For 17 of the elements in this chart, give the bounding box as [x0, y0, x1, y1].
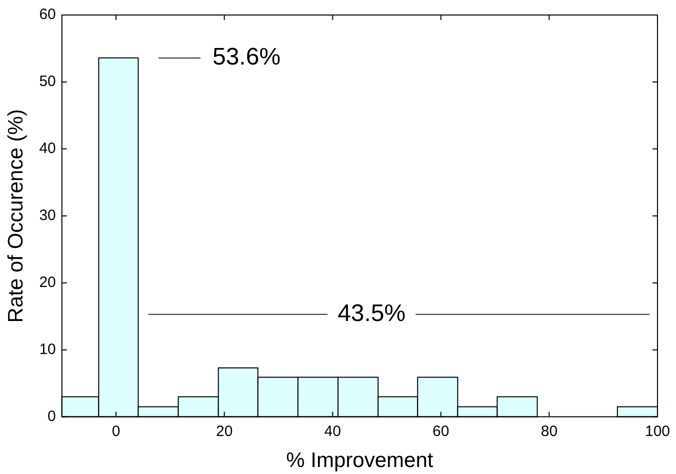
y-tick-label: 10 — [39, 340, 56, 358]
y-tick-label: 50 — [39, 73, 56, 90]
y-axis-title: Rate of Occurence (%) — [4, 109, 28, 323]
y-tick-label: 0 — [48, 408, 56, 425]
y-tick-label: 60 — [39, 6, 56, 24]
annotation: 43.5% — [338, 300, 406, 327]
x-tick-label: 100 — [644, 422, 670, 440]
x-tick-label: 0 — [112, 422, 120, 440]
y-tick-label: 40 — [39, 140, 56, 158]
x-tick-label: 20 — [216, 422, 233, 440]
x-axis-title: % Improvement — [286, 449, 434, 472]
x-tick-label: 80 — [540, 422, 558, 440]
y-tick-label: 20 — [39, 274, 56, 292]
y-tick-label: 30 — [39, 207, 56, 224]
x-tick-label: 60 — [432, 422, 450, 440]
x-tick-label: 40 — [324, 422, 341, 440]
annotation: 53.6% — [212, 44, 281, 71]
